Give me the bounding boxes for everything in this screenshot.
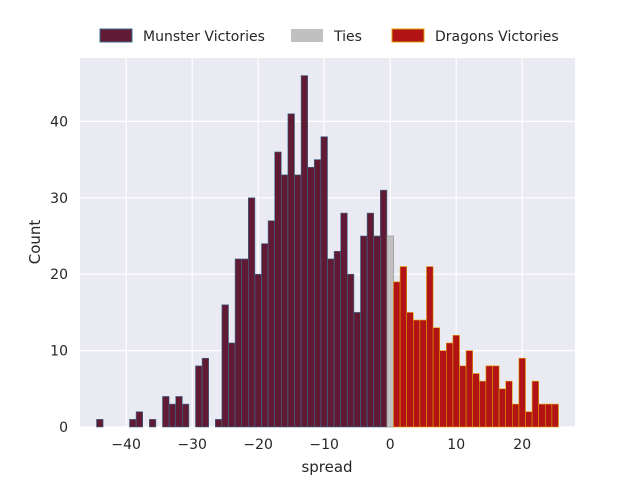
y-tick-label: 0 <box>59 420 68 436</box>
bar <box>241 258 249 428</box>
legend: Munster Victories Ties Dragons Victories <box>99 28 559 45</box>
axis-ticks: −40 −30 −20 −10 0 10 20 0 10 20 30 40 <box>50 114 531 453</box>
bar <box>432 327 441 428</box>
bar <box>386 235 394 428</box>
bar <box>261 243 269 428</box>
legend-item-munster: Munster Victories <box>99 28 265 45</box>
bar <box>426 266 434 428</box>
bar <box>511 403 520 428</box>
bar <box>485 365 493 428</box>
bar <box>366 212 375 428</box>
y-axis-label: Count <box>26 220 44 265</box>
bar <box>399 266 408 428</box>
legend-label-munster: Munster Victories <box>143 29 265 45</box>
bar <box>406 312 414 428</box>
bar <box>294 174 302 428</box>
bar <box>228 342 236 428</box>
bar <box>248 197 256 428</box>
bar <box>538 403 546 428</box>
bar <box>175 396 183 428</box>
bar <box>360 235 368 428</box>
bar <box>320 136 328 428</box>
x-tick-label: 10 <box>447 437 465 453</box>
bar <box>472 373 480 428</box>
bar <box>544 403 553 428</box>
bar <box>478 380 487 428</box>
bar <box>195 365 203 428</box>
bar <box>254 273 262 428</box>
bar <box>280 174 289 428</box>
bar <box>201 357 210 428</box>
bar <box>439 350 447 428</box>
bar <box>162 396 170 428</box>
legend-swatch-dragons <box>391 28 425 43</box>
bar <box>346 273 355 428</box>
bar <box>287 113 295 428</box>
bar <box>300 75 309 428</box>
bar <box>333 250 342 428</box>
x-tick-label: −20 <box>243 437 273 453</box>
legend-swatch-ties <box>291 29 323 42</box>
x-tick-label: −40 <box>111 437 141 453</box>
bar <box>129 419 137 428</box>
bar <box>445 342 454 428</box>
x-tick-label: 20 <box>513 437 531 453</box>
bar <box>459 365 467 428</box>
bar <box>327 258 335 428</box>
bar <box>393 281 401 428</box>
legend-item-ties: Ties <box>291 29 362 45</box>
bar <box>168 403 177 428</box>
bar <box>234 258 243 428</box>
x-axis-label: spread <box>301 458 352 476</box>
bar <box>525 411 533 428</box>
bar <box>221 304 229 428</box>
legend-label-ties: Ties <box>333 29 362 45</box>
bar <box>373 235 381 428</box>
x-tick-label: −30 <box>177 437 207 453</box>
bar <box>149 419 157 428</box>
histogram-bars <box>96 75 559 428</box>
bar <box>452 335 460 428</box>
y-tick-label: 40 <box>50 114 68 130</box>
bar <box>182 403 190 428</box>
bar <box>412 319 421 428</box>
y-tick-label: 20 <box>50 267 68 283</box>
bar <box>340 212 348 428</box>
bar <box>96 419 104 428</box>
legend-item-dragons: Dragons Victories <box>391 28 559 45</box>
bar <box>498 388 507 428</box>
bar <box>274 151 282 428</box>
bar <box>135 411 144 428</box>
legend-swatch-munster <box>99 28 133 43</box>
bar <box>313 159 322 428</box>
bar <box>267 220 276 428</box>
y-tick-label: 10 <box>50 344 68 360</box>
bar <box>531 380 539 428</box>
bar <box>465 350 474 428</box>
legend-label-dragons: Dragons Victories <box>435 29 559 45</box>
bar <box>353 312 361 428</box>
y-tick-label: 30 <box>50 191 68 207</box>
bar <box>518 357 526 428</box>
bar <box>215 419 223 428</box>
bar <box>379 189 388 428</box>
bar <box>492 365 500 428</box>
x-tick-label: −10 <box>309 437 339 453</box>
bar <box>419 319 427 428</box>
x-tick-label: 0 <box>386 437 395 453</box>
bar <box>307 166 315 428</box>
bar <box>505 380 513 428</box>
bar <box>551 403 559 428</box>
